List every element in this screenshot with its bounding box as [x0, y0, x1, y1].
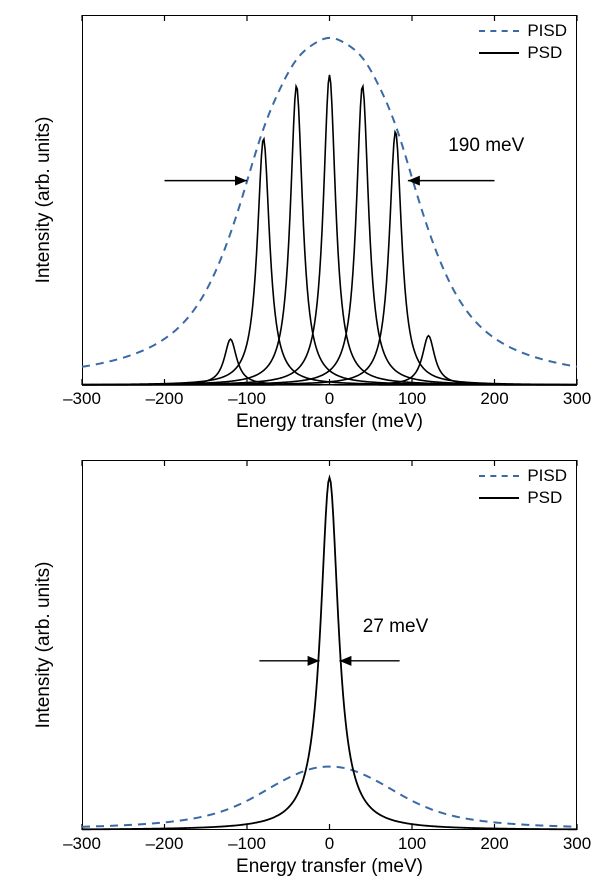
- xtick-label: 0: [325, 389, 334, 409]
- xtick-label: –200: [146, 389, 184, 409]
- curve-psd-0: [82, 339, 577, 385]
- y-axis-label: Intensity (arb. units): [33, 562, 55, 729]
- curve-psd-5: [82, 132, 577, 385]
- curve-psd-1: [82, 139, 577, 385]
- legend-swatch: [479, 497, 519, 499]
- legend-swatch: [479, 475, 519, 477]
- xtick-label: –300: [63, 389, 101, 409]
- legend-item: PSD: [479, 488, 567, 508]
- y-axis-label: Intensity (arb. units): [33, 117, 55, 284]
- curve-psd: [82, 478, 577, 830]
- legend-label: PSD: [527, 488, 562, 508]
- legend-item: PISD: [479, 466, 567, 486]
- legend-label: PSD: [527, 43, 562, 63]
- legend-swatch: [479, 30, 519, 32]
- plot-svg: [82, 15, 577, 385]
- xtick-label: –200: [146, 834, 184, 854]
- curve-pisd: [82, 38, 577, 367]
- width-annotation: 190 meV: [448, 135, 524, 157]
- curve-psd-4: [82, 86, 577, 384]
- legend-item: PSD: [479, 43, 567, 63]
- curve-psd-3: [82, 75, 577, 385]
- xtick-label: 200: [480, 834, 508, 854]
- xtick-label: 0: [325, 834, 334, 854]
- xtick-label: 200: [480, 389, 508, 409]
- x-axis-label: Energy transfer (meV): [236, 856, 423, 878]
- legend-label: PISD: [527, 21, 567, 41]
- xtick-label: 300: [563, 389, 591, 409]
- xtick-label: –300: [63, 834, 101, 854]
- curve-pisd: [82, 767, 577, 827]
- xtick-label: –100: [228, 834, 266, 854]
- panel-bottom: –300–200–1000100200300Energy transfer (m…: [82, 460, 577, 830]
- width-arrow-left-head: [235, 176, 247, 186]
- width-annotation: 27 meV: [363, 616, 428, 638]
- legend: PISDPSD: [479, 466, 567, 510]
- xtick-label: 100: [398, 834, 426, 854]
- panel-top: –300–200–1000100200300Energy transfer (m…: [82, 15, 577, 385]
- legend: PISDPSD: [479, 21, 567, 65]
- xtick-label: 300: [563, 834, 591, 854]
- plot-svg: [82, 460, 577, 830]
- xtick-label: 100: [398, 389, 426, 409]
- x-axis-label: Energy transfer (meV): [236, 411, 423, 433]
- xtick-label: –100: [228, 389, 266, 409]
- curve-psd-2: [82, 86, 577, 384]
- legend-swatch: [479, 52, 519, 54]
- legend-item: PISD: [479, 21, 567, 41]
- figure: –300 –200 –100 0 100 200 300 Energy transfer (m…: [0, 0, 601, 887]
- legend-label: PISD: [527, 466, 567, 486]
